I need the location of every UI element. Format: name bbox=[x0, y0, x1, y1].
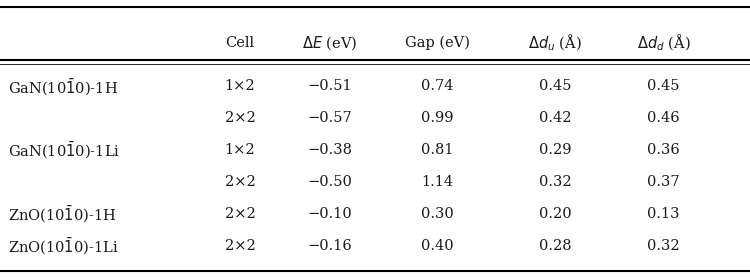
Text: −0.57: −0.57 bbox=[308, 111, 352, 125]
Text: 0.74: 0.74 bbox=[421, 79, 454, 93]
Text: GaN(10$\bar{1}$0)-1H: GaN(10$\bar{1}$0)-1H bbox=[8, 76, 118, 96]
Text: 0.13: 0.13 bbox=[647, 207, 680, 221]
Text: Gap (eV): Gap (eV) bbox=[405, 36, 470, 50]
Text: 0.36: 0.36 bbox=[647, 143, 680, 157]
Text: Cell: Cell bbox=[226, 36, 254, 50]
Text: $\Delta E$ (eV): $\Delta E$ (eV) bbox=[302, 34, 358, 52]
Text: ZnO(10$\bar{1}$0)-1H: ZnO(10$\bar{1}$0)-1H bbox=[8, 204, 116, 224]
Text: 2×2: 2×2 bbox=[225, 111, 255, 125]
Text: 0.32: 0.32 bbox=[538, 175, 572, 189]
Text: −0.51: −0.51 bbox=[308, 79, 352, 93]
Text: 0.45: 0.45 bbox=[647, 79, 680, 93]
Text: 0.81: 0.81 bbox=[421, 143, 454, 157]
Text: 0.99: 0.99 bbox=[421, 111, 454, 125]
Text: −0.38: −0.38 bbox=[308, 143, 352, 157]
Text: 1×2: 1×2 bbox=[225, 143, 255, 157]
Text: 2×2: 2×2 bbox=[225, 239, 255, 253]
Text: −0.50: −0.50 bbox=[308, 175, 352, 189]
Text: −0.16: −0.16 bbox=[308, 239, 352, 253]
Text: 0.32: 0.32 bbox=[647, 239, 680, 253]
Text: 2×2: 2×2 bbox=[225, 207, 255, 221]
Text: 2×2: 2×2 bbox=[225, 175, 255, 189]
Text: GaN(10$\bar{1}$0)-1Li: GaN(10$\bar{1}$0)-1Li bbox=[8, 140, 120, 160]
Text: ZnO(10$\bar{1}$0)-1Li: ZnO(10$\bar{1}$0)-1Li bbox=[8, 236, 118, 256]
Text: 0.46: 0.46 bbox=[647, 111, 680, 125]
Text: 0.40: 0.40 bbox=[421, 239, 454, 253]
Text: 1×2: 1×2 bbox=[225, 79, 255, 93]
Text: 0.20: 0.20 bbox=[538, 207, 572, 221]
Text: 0.28: 0.28 bbox=[538, 239, 572, 253]
Text: 0.45: 0.45 bbox=[538, 79, 572, 93]
Text: 1.14: 1.14 bbox=[422, 175, 453, 189]
Text: −0.10: −0.10 bbox=[308, 207, 352, 221]
Text: $\Delta d_d$ (Å): $\Delta d_d$ (Å) bbox=[637, 33, 691, 53]
Text: 0.42: 0.42 bbox=[538, 111, 572, 125]
Text: $\Delta d_u$ (Å): $\Delta d_u$ (Å) bbox=[528, 33, 582, 53]
Text: 0.30: 0.30 bbox=[421, 207, 454, 221]
Text: 0.29: 0.29 bbox=[538, 143, 572, 157]
Text: 0.37: 0.37 bbox=[647, 175, 680, 189]
